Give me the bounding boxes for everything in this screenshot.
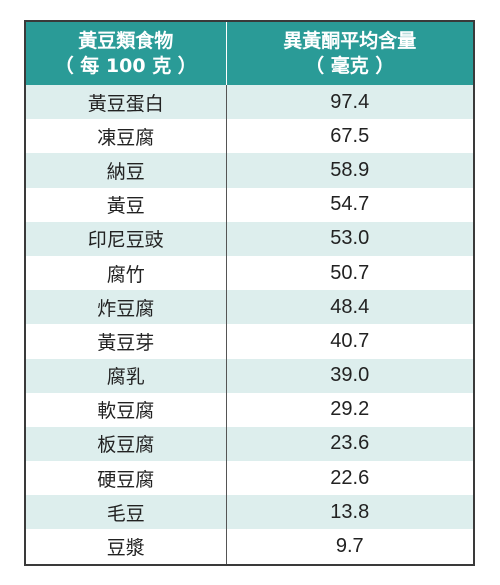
table-row: 毛豆 13.8	[26, 495, 473, 530]
food-cell: 腐乳	[26, 358, 227, 393]
value-cell: 22.6	[226, 461, 473, 496]
table-row: 印尼豆豉 53.0	[26, 221, 473, 256]
food-cell: 納豆	[26, 153, 227, 188]
food-cell: 凍豆腐	[26, 119, 227, 154]
column-header-isoflavone-unit: （ 毫克 ）	[305, 54, 395, 77]
isoflavone-table: 黃豆類食物 （ 每 100 克 ） 異黃酮平均含量 （ 毫克 ） 黃豆蛋白 97.…	[24, 20, 475, 566]
value-cell: 67.5	[226, 119, 473, 154]
food-cell: 軟豆腐	[26, 392, 227, 427]
food-cell: 印尼豆豉	[26, 221, 227, 256]
value-cell: 50.7	[226, 255, 473, 291]
table-row: 腐乳 39.0	[26, 358, 473, 393]
table-row: 黃豆 54.7	[26, 187, 473, 222]
header-row: 黃豆類食物 （ 每 100 克 ） 異黃酮平均含量 （ 毫克 ）	[26, 22, 473, 85]
food-cell: 黃豆	[26, 187, 227, 222]
column-header-isoflavone-title: 異黃酮平均含量	[283, 29, 417, 52]
table-body: 黃豆蛋白 97.4 凍豆腐 67.5 納豆 58.9 黃豆 54.7 印尼豆豉 53.0 …	[26, 85, 473, 564]
food-cell: 硬豆腐	[26, 461, 227, 496]
value-cell: 54.7	[226, 187, 473, 222]
table-row: 凍豆腐 67.5	[26, 119, 473, 154]
column-header-isoflavone: 異黃酮平均含量 （ 毫克 ）	[226, 22, 473, 85]
value-cell: 39.0	[226, 358, 473, 393]
value-cell: 9.7	[226, 529, 473, 564]
column-header-food-unit: （ 每 100 克 ）	[54, 54, 197, 77]
data-table: 黃豆類食物 （ 每 100 克 ） 異黃酮平均含量 （ 毫克 ） 黃豆蛋白 97.…	[26, 22, 473, 564]
food-cell: 毛豆	[26, 495, 227, 530]
food-cell: 豆漿	[26, 529, 227, 564]
column-header-food-title: 黃豆類食物	[78, 29, 174, 52]
food-cell: 板豆腐	[26, 426, 227, 462]
value-cell: 48.4	[226, 290, 473, 325]
food-cell: 黃豆蛋白	[26, 85, 227, 120]
food-cell: 炸豆腐	[26, 290, 227, 325]
value-cell: 29.2	[226, 392, 473, 427]
food-cell: 黃豆芽	[26, 324, 227, 359]
value-cell: 97.4	[226, 85, 473, 120]
table-row: 豆漿 9.7	[26, 529, 473, 564]
value-cell: 23.6	[226, 426, 473, 462]
table-row: 黃豆蛋白 97.4	[26, 85, 473, 120]
value-cell: 13.8	[226, 495, 473, 530]
table-row: 板豆腐 23.6	[26, 426, 473, 462]
table-row: 炸豆腐 48.4	[26, 290, 473, 325]
table-row: 軟豆腐 29.2	[26, 392, 473, 427]
food-cell: 腐竹	[26, 255, 227, 291]
value-cell: 53.0	[226, 221, 473, 256]
table-row: 黃豆芽 40.7	[26, 324, 473, 359]
value-cell: 58.9	[226, 153, 473, 188]
value-cell: 40.7	[226, 324, 473, 359]
table-row: 納豆 58.9	[26, 153, 473, 188]
table-row: 硬豆腐 22.6	[26, 461, 473, 496]
column-header-food: 黃豆類食物 （ 每 100 克 ）	[26, 22, 227, 85]
table-row: 腐竹 50.7	[26, 255, 473, 291]
